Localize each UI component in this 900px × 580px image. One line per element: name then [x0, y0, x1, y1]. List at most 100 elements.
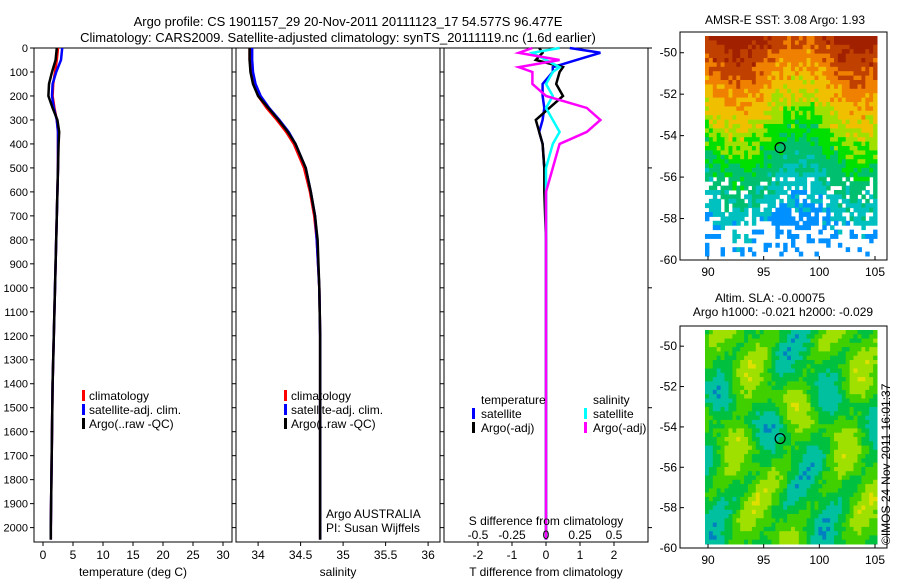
- map-cell: [736, 467, 741, 472]
- map-cell: [869, 372, 874, 378]
- map-cell: [751, 347, 757, 352]
- map-cell: [744, 394, 749, 399]
- map-cell: [873, 394, 878, 399]
- map-cell: [826, 539, 831, 545]
- map-cell: [794, 342, 800, 348]
- map-cell: [740, 146, 745, 151]
- map-cell: [869, 119, 874, 125]
- map-cell: [822, 394, 827, 399]
- map-cell: [787, 496, 792, 502]
- y-tick-label: 800: [10, 235, 28, 247]
- map-cell: [818, 351, 823, 357]
- map-cell: [712, 539, 718, 545]
- map-cell: [728, 479, 733, 485]
- map-cell: [873, 212, 878, 217]
- map-cell: [705, 415, 710, 421]
- map2-title-1: Altim. SLA: -0.00075: [715, 291, 825, 305]
- map-cell: [775, 97, 780, 103]
- map-cell: [744, 150, 749, 156]
- map-cell: [818, 479, 823, 485]
- map-cell: [775, 141, 780, 147]
- map-cell: [826, 172, 831, 178]
- map-cell: [822, 377, 827, 382]
- map-cell: [716, 220, 722, 226]
- map-cell: [869, 53, 874, 59]
- map-cell: [837, 159, 843, 165]
- map-cell: [814, 110, 819, 116]
- map-cell: [791, 467, 796, 472]
- map-cell: [834, 132, 839, 138]
- map-cell: [787, 212, 792, 217]
- map-cell: [720, 220, 726, 226]
- map-cell: [779, 198, 784, 204]
- map-cell: [826, 66, 831, 72]
- map-cell: [830, 398, 835, 404]
- map-cell: [857, 102, 862, 107]
- map-cell: [853, 501, 858, 506]
- map-cell: [791, 535, 796, 541]
- map-cell: [806, 518, 812, 524]
- map-cell: [763, 394, 769, 399]
- map-cell: [720, 364, 726, 369]
- map-cell: [783, 115, 788, 121]
- map-cell: [779, 535, 784, 541]
- map-cell: [837, 119, 843, 125]
- map-cell: [810, 467, 815, 472]
- map-cell: [861, 360, 866, 365]
- map-cell: [732, 360, 737, 365]
- map-cell: [751, 377, 757, 382]
- map-cell: [759, 462, 765, 468]
- map-cell: [818, 190, 823, 195]
- map-cell: [759, 475, 765, 481]
- map-cell: [794, 531, 800, 536]
- map-cell: [861, 66, 866, 72]
- map-cell: [708, 84, 714, 90]
- map-cell: [728, 198, 733, 204]
- map2-title-2: Argo h1000: -0.021 h2000: -0.029: [693, 305, 873, 319]
- map-cell: [787, 402, 792, 408]
- map-cell: [724, 347, 729, 352]
- map-cell: [857, 385, 862, 391]
- map-cell: [814, 146, 819, 151]
- map-cell: [720, 342, 726, 348]
- map-cell: [767, 526, 772, 532]
- map-cell: [787, 36, 792, 41]
- map-cell: [751, 522, 757, 528]
- map-cell: [869, 496, 874, 502]
- map-cell: [763, 58, 769, 63]
- map-cell: [740, 154, 745, 160]
- map-cell: [791, 102, 796, 107]
- map-cell: [744, 535, 749, 541]
- map-cell: [861, 216, 866, 222]
- map-cell: [822, 181, 827, 187]
- map-cell: [732, 432, 737, 438]
- map-cell: [814, 475, 819, 481]
- map-cell: [728, 471, 733, 476]
- map-cell: [810, 115, 815, 121]
- map-cell: [705, 128, 710, 134]
- map-cell: [724, 88, 729, 94]
- map-cell: [708, 381, 714, 387]
- map-cell: [755, 475, 761, 481]
- map-cell: [755, 381, 761, 387]
- map-cell: [873, 159, 878, 165]
- map-cell: [787, 338, 792, 344]
- map-cell: [767, 124, 772, 129]
- map-cell: [763, 432, 769, 438]
- map-cell: [794, 505, 800, 511]
- map-cell: [708, 150, 714, 156]
- map-cell: [837, 449, 843, 455]
- map-cell: [798, 124, 804, 129]
- map-cell: [857, 203, 862, 209]
- map-cell: [771, 62, 776, 68]
- y-tick-label: 0: [22, 43, 28, 55]
- map-cell: [787, 334, 792, 340]
- map-cell: [712, 488, 718, 494]
- map-cell: [736, 102, 741, 107]
- map-cell: [744, 402, 749, 408]
- map-cell: [748, 203, 753, 209]
- map-cell: [712, 150, 718, 156]
- map-cell: [732, 475, 737, 481]
- x-tick-label: 15: [126, 548, 140, 562]
- map-cell: [736, 419, 741, 425]
